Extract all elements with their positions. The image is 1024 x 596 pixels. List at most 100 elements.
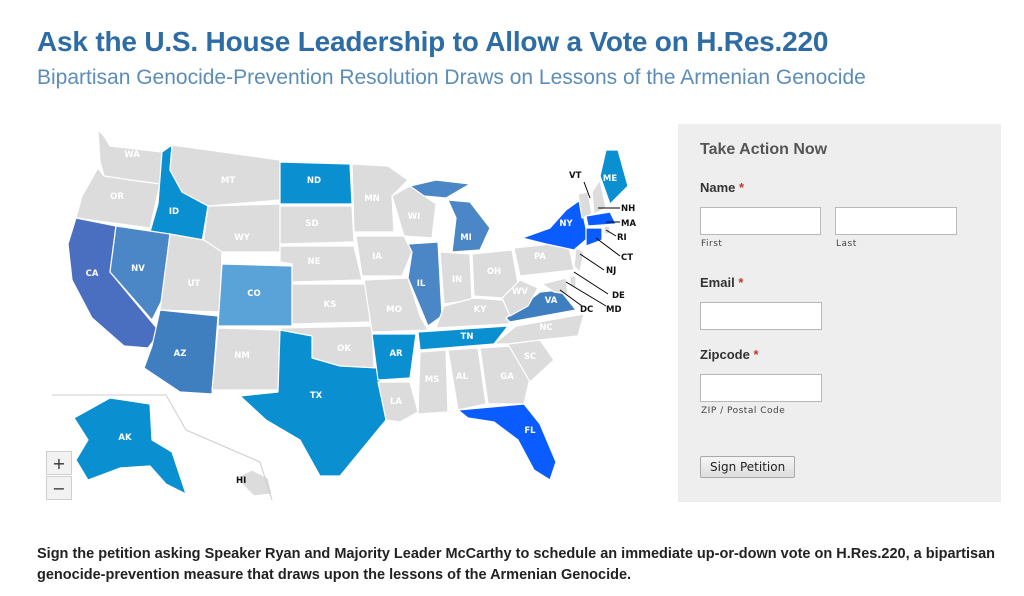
label-IL: IL — [417, 279, 426, 289]
petition-description: Sign the petition asking Speaker Ryan an… — [37, 546, 996, 583]
state-WV[interactable] — [501, 279, 539, 317]
label-MA: MA — [621, 219, 636, 229]
state-WY[interactable] — [201, 203, 281, 253]
label-SD: SD — [305, 219, 318, 229]
last-name-sublabel: Last — [836, 239, 857, 249]
label-GA: GA — [500, 372, 514, 382]
label-TN: TN — [461, 332, 474, 342]
label-IN: IN — [452, 275, 462, 285]
label-AK: AK — [118, 433, 132, 443]
state-NY[interactable] — [521, 199, 589, 251]
label-UT: UT — [188, 279, 201, 289]
label-MN: MN — [364, 194, 380, 204]
state-NC[interactable] — [493, 313, 585, 345]
label-DC: DC — [580, 305, 593, 315]
state-SD[interactable] — [279, 205, 355, 245]
state-NE[interactable] — [279, 245, 363, 283]
state-TX[interactable] — [239, 329, 387, 477]
state-ND[interactable] — [279, 161, 353, 205]
state-IL[interactable] — [407, 241, 443, 327]
inset-divider-line — [52, 394, 273, 501]
label-VT: VT — [569, 171, 582, 181]
label-NJ: NJ — [606, 266, 616, 276]
label-WV: WV — [512, 287, 528, 297]
state-ME[interactable] — [599, 149, 629, 205]
zipcode-input[interactable] — [700, 374, 822, 402]
state-OR[interactable] — [75, 167, 161, 229]
label-OK: OK — [337, 344, 351, 354]
state-FL[interactable] — [457, 403, 557, 481]
state-MI-upper[interactable] — [409, 179, 471, 199]
label-SC: SC — [524, 352, 536, 362]
name-label: Name * — [700, 180, 744, 195]
state-CT[interactable] — [585, 227, 603, 247]
state-AL[interactable] — [447, 347, 487, 411]
label-FL: FL — [524, 426, 536, 436]
state-AZ[interactable] — [143, 309, 219, 395]
state-VA[interactable] — [505, 289, 577, 323]
label-HI: HI — [236, 476, 246, 486]
state-CO[interactable] — [217, 263, 293, 327]
state-HI[interactable] — [235, 469, 273, 497]
state-WI[interactable] — [391, 185, 437, 239]
us-states-map[interactable]: WA OR CA ID NV MT WY UT AZ CO NM ND SD N… — [40, 118, 640, 503]
label-DE: DE — [612, 291, 625, 301]
label-MS: MS — [425, 375, 440, 385]
label-MO: MO — [386, 305, 402, 315]
label-MT: MT — [221, 176, 235, 186]
email-label-text: Email — [700, 275, 735, 290]
label-KY: KY — [474, 305, 488, 315]
state-NV[interactable] — [109, 225, 171, 321]
form-heading: Take Action Now — [700, 141, 828, 158]
label-WY: WY — [234, 233, 250, 243]
zoom-in-button[interactable]: + — [46, 451, 72, 475]
state-MI[interactable] — [447, 199, 491, 253]
label-WA: WA — [124, 150, 140, 160]
label-MI: MI — [460, 233, 472, 243]
label-NC: NC — [539, 323, 552, 333]
required-mark: * — [753, 347, 759, 362]
state-NJ[interactable] — [573, 247, 585, 273]
label-NH: NH — [621, 204, 635, 214]
required-mark: * — [739, 180, 745, 195]
zoom-out-button[interactable]: − — [46, 476, 72, 500]
state-VT[interactable] — [577, 191, 593, 219]
required-mark: * — [738, 275, 744, 290]
state-AR[interactable] — [371, 333, 417, 381]
label-ME: ME — [603, 174, 617, 184]
label-ND: ND — [307, 176, 321, 186]
sign-petition-button[interactable]: Sign Petition — [700, 456, 796, 478]
label-ID: ID — [169, 207, 179, 217]
label-NY: NY — [559, 219, 573, 229]
state-RI[interactable] — [603, 225, 611, 235]
state-LA[interactable] — [377, 381, 419, 423]
label-NV: NV — [131, 264, 145, 274]
last-name-input[interactable] — [835, 207, 957, 235]
email-input[interactable] — [700, 302, 822, 330]
label-KS: KS — [324, 300, 337, 310]
zipcode-sublabel: ZIP / Postal Code — [701, 406, 786, 416]
label-LA: LA — [390, 397, 402, 407]
state-MO[interactable] — [363, 277, 429, 333]
state-MD[interactable] — [541, 277, 569, 295]
label-VA: VA — [545, 296, 558, 306]
label-NE: NE — [308, 257, 321, 267]
state-UT[interactable] — [159, 233, 223, 313]
label-AL: AL — [456, 372, 469, 382]
label-OH: OH — [487, 267, 501, 277]
name-label-text: Name — [700, 180, 736, 195]
state-AK[interactable] — [73, 397, 187, 495]
email-label: Email * — [700, 275, 743, 290]
leader-lines — [559, 181, 621, 307]
label-AZ: AZ — [174, 349, 187, 359]
page-subtitle: Bipartisan Genocide-Prevention Resolutio… — [37, 66, 866, 89]
label-AR: AR — [389, 349, 403, 359]
state-IA[interactable] — [355, 235, 413, 277]
zipcode-label-text: Zipcode — [700, 347, 750, 362]
first-name-input[interactable] — [700, 207, 821, 235]
page-title: Ask the U.S. House Leadership to Allow a… — [37, 26, 829, 57]
label-TX: TX — [310, 391, 323, 401]
label-PA: PA — [534, 252, 546, 262]
state-MS[interactable] — [417, 349, 449, 415]
label-IA: IA — [372, 252, 382, 262]
